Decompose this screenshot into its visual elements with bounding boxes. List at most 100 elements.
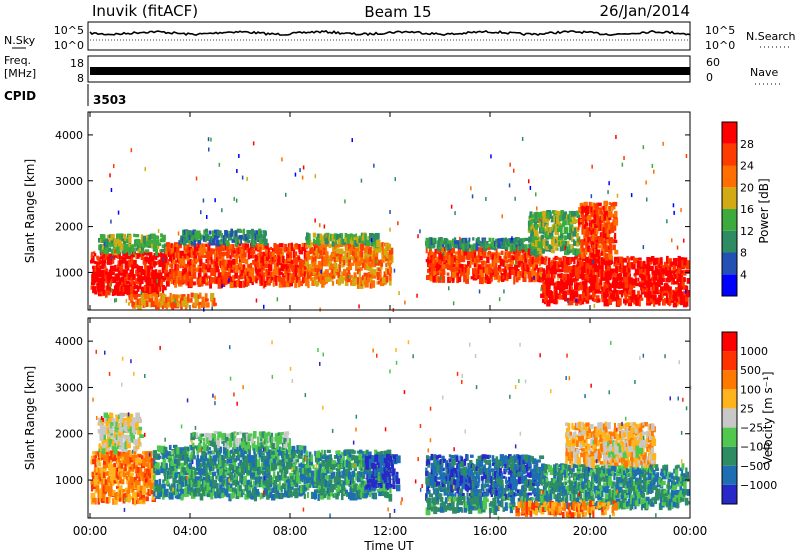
data-cell [238,239,241,244]
data-cell [262,263,265,271]
data-cell [213,264,216,273]
data-cell [108,242,114,247]
data-cell [117,435,121,442]
data-cell [298,467,301,473]
data-cell [603,254,607,259]
data-cell [486,241,489,245]
data-cell [141,489,147,495]
data-cell [337,280,342,286]
data-cell [448,247,453,253]
data-cell [174,263,178,271]
data-cell [116,416,120,422]
data-cell [321,272,324,277]
data-cell [263,304,265,309]
data-cell [193,268,198,272]
data-cell [499,271,502,275]
data-cell [199,292,202,299]
data-cell [542,222,545,228]
data-cell [342,480,348,485]
data-cell [317,276,321,282]
data-cell [210,248,213,254]
data-cell [238,467,242,473]
data-cell [287,268,291,273]
data-cell [445,259,449,264]
data-cell [234,463,237,470]
data-cell [597,266,603,271]
data-cell [294,459,298,465]
data-cell [149,233,153,237]
data-cell [197,444,202,453]
data-cell [540,293,545,298]
data-cell [685,299,689,307]
data-cell [243,247,246,252]
data-cell [110,188,113,192]
data-cell [326,493,331,500]
data-cell [633,257,636,265]
data-cell [663,269,666,275]
data-cell [149,290,153,297]
data-cell [538,236,543,242]
data-cell [517,237,520,241]
data-cell [543,274,548,281]
data-cell [138,266,141,273]
data-cell [463,268,467,274]
data-cell [595,231,598,240]
data-cell [558,257,562,265]
data-cell [323,256,327,263]
data-cell [278,275,282,282]
data-cell [113,252,116,260]
data-cell [174,479,179,484]
data-cell [585,235,590,242]
data-cell [326,251,329,260]
data-cell [660,257,663,265]
data-cell [230,244,234,249]
data-cell [299,272,304,277]
data-cell [567,257,571,264]
data-cell [231,491,236,499]
data-cell [208,433,214,441]
data-cell [374,271,378,276]
data-cell [568,210,573,216]
data-cell [158,492,161,500]
data-cell [201,254,206,258]
data-cell [176,264,180,272]
data-cell [130,496,134,500]
data-cell [161,234,166,240]
data-cell [233,458,238,463]
data-cell [528,179,530,184]
data-cell [203,229,208,235]
data-cell [124,441,128,450]
data-cell [559,233,564,238]
data-cell [593,214,599,221]
data-cell [448,243,452,250]
data-cell [545,224,549,231]
data-cell [192,451,195,459]
data-cell [642,274,645,281]
data-cell [247,251,251,260]
data-cell [314,268,317,272]
data-cell [337,238,342,245]
data-cell [661,273,665,278]
nave-label: Nave [750,66,778,79]
data-cell [608,270,612,277]
data-cell [551,298,554,303]
data-cell [538,220,541,227]
data-cell [330,254,334,262]
data-cell [652,285,656,291]
data-cell [536,248,542,255]
data-cell [529,255,532,263]
data-cell [562,219,567,226]
data-cell [224,260,228,267]
data-cell [627,295,632,303]
data-cell [162,479,165,484]
data-cell [211,248,216,255]
data-cell [212,230,217,239]
data-cell [569,281,572,286]
data-cell [201,468,204,475]
data-cell [608,289,612,294]
data-cell [522,237,526,243]
data-cell [236,228,242,233]
data-cell [99,494,103,502]
data-cell [225,280,228,285]
data-cell [102,442,107,449]
